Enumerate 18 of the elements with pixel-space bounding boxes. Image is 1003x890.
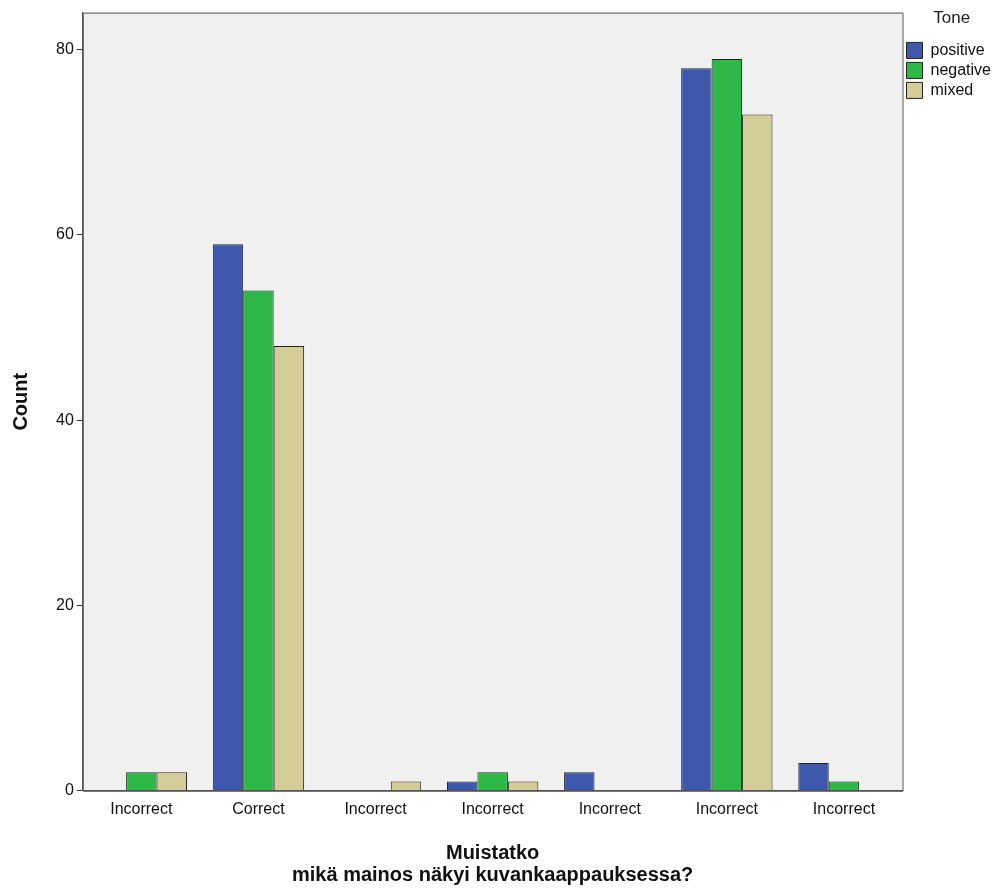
y-tick-label: 60 <box>56 225 74 243</box>
legend-label: mixed <box>930 80 974 98</box>
y-axis-title: Count <box>8 372 31 431</box>
x-tick-label: Incorrect <box>110 799 174 817</box>
legend-label: positive <box>930 40 985 58</box>
legend-title: Tone <box>933 8 971 28</box>
x-tick-label: Incorrect <box>812 799 876 817</box>
x-tick-label: Correct <box>232 799 286 817</box>
y-tick-label: 0 <box>64 781 74 799</box>
legend-label: negative <box>930 60 992 78</box>
x-tick-label: Incorrect <box>344 799 408 817</box>
x-tick-label: Incorrect <box>461 799 525 817</box>
y-tick-label: 20 <box>56 595 74 613</box>
y-tick-label: 40 <box>56 410 74 428</box>
x-axis-title: Muistatko mikä mainos näkyi kuvankaappauksessa? <box>291 840 694 885</box>
x-tick-label: Incorrect <box>695 799 759 817</box>
x-tick-label: Incorrect <box>578 799 642 817</box>
y-tick-label: 80 <box>56 40 74 58</box>
